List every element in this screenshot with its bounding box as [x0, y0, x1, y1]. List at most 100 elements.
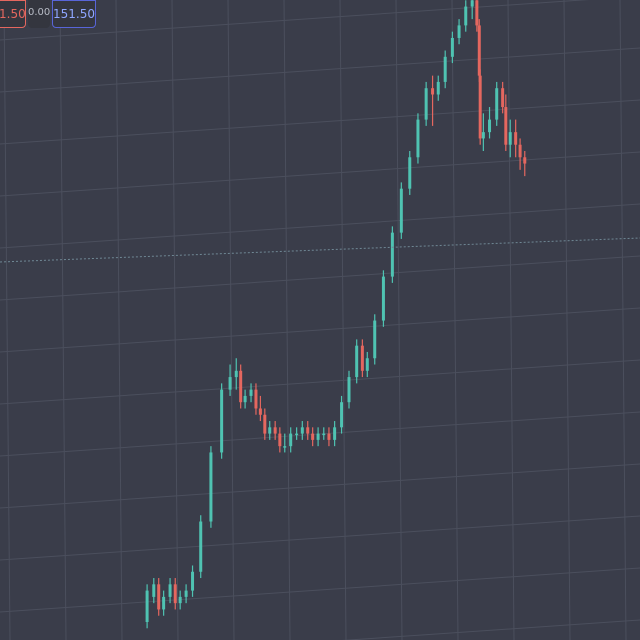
grid-line-vertical: [3, 0, 11, 640]
candle-body: [347, 377, 351, 403]
candle: [162, 590, 166, 616]
candle-body: [381, 276, 385, 321]
grid-line-horizontal: [0, 307, 640, 353]
candle: [228, 364, 232, 396]
candle-body: [504, 107, 508, 145]
candle: [152, 578, 156, 604]
candle-body: [475, 0, 479, 26]
candle-body: [450, 37, 454, 57]
candle: [340, 395, 344, 434]
candle-body: [488, 119, 492, 133]
candle: [239, 364, 243, 409]
grid-line-horizontal: [0, 515, 640, 561]
candle: [263, 408, 267, 440]
grid-line-vertical: [339, 0, 347, 640]
candle-body: [508, 132, 512, 145]
current-price-line: [0, 237, 640, 263]
candle: [283, 433, 287, 453]
candle: [475, 0, 479, 32]
candle: [306, 421, 310, 440]
candle: [365, 351, 369, 378]
candle: [495, 81, 499, 126]
candle: [278, 427, 282, 453]
candle-body: [311, 433, 315, 440]
candle: [300, 421, 304, 440]
grid-line-vertical: [283, 0, 291, 640]
candle: [243, 389, 247, 409]
candle-body: [501, 88, 505, 108]
candle-body: [191, 571, 195, 591]
candle-body: [408, 157, 412, 189]
candle: [478, 69, 482, 145]
candle-body: [228, 377, 232, 390]
candle-body: [365, 358, 369, 371]
candle-body: [168, 584, 172, 597]
grid-line-horizontal: [0, 47, 640, 93]
candle: [254, 383, 258, 415]
candle-body: [249, 389, 253, 396]
candle: [249, 383, 253, 403]
sell-price-button[interactable]: 1.50: [0, 0, 26, 28]
candle: [373, 314, 377, 365]
buy-price-button[interactable]: 151.50: [52, 0, 96, 28]
candle-body: [443, 56, 447, 82]
candle: [390, 226, 394, 283]
candle-body: [424, 88, 428, 120]
candle: [316, 427, 320, 447]
candle-body: [239, 370, 243, 403]
candle-body: [273, 427, 277, 434]
grid-line-vertical: [451, 0, 459, 640]
candle-body: [436, 81, 440, 95]
candle: [268, 421, 272, 440]
candle: [145, 584, 149, 629]
candle-body: [289, 433, 293, 447]
candle-body: [243, 395, 247, 403]
candle-body: [514, 132, 518, 145]
candle-body: [162, 596, 166, 610]
candle: [289, 427, 293, 453]
candle-body: [399, 188, 403, 233]
candle: [178, 590, 182, 610]
candle: [523, 151, 527, 177]
grid-line-horizontal: [0, 463, 640, 509]
grid-line-vertical: [115, 0, 123, 640]
candle: [360, 339, 364, 378]
candle: [431, 75, 435, 126]
candle: [424, 81, 428, 126]
candle: [504, 94, 508, 151]
candle-body: [306, 427, 310, 434]
candle-body: [283, 446, 287, 448]
candle-body: [178, 596, 182, 604]
candle-body: [209, 452, 213, 522]
candle-body: [145, 590, 149, 622]
grid-line-horizontal: [0, 411, 640, 457]
candle-body: [373, 320, 377, 359]
candle-body: [416, 119, 420, 158]
grid-line-vertical: [563, 0, 571, 640]
candle-body: [295, 433, 299, 436]
candle: [347, 370, 351, 409]
candle-body: [278, 433, 282, 447]
candle-body: [464, 6, 468, 26]
candle: [173, 578, 177, 610]
grid-line-vertical: [59, 0, 67, 640]
grid-line-vertical: [227, 0, 235, 640]
candle: [470, 0, 474, 20]
candle: [234, 358, 238, 390]
candle-body: [477, 25, 481, 76]
candle: [477, 19, 481, 82]
candle: [258, 395, 262, 422]
candle-body: [234, 370, 238, 378]
candle: [450, 31, 454, 64]
candle-body: [457, 25, 461, 38]
candle-body: [355, 345, 359, 378]
grid-line-horizontal: [0, 151, 640, 197]
candle-body: [360, 345, 364, 371]
candle-body: [258, 408, 262, 415]
grid-line-vertical: [171, 0, 179, 640]
candle: [399, 182, 403, 239]
candle-body: [268, 427, 272, 434]
